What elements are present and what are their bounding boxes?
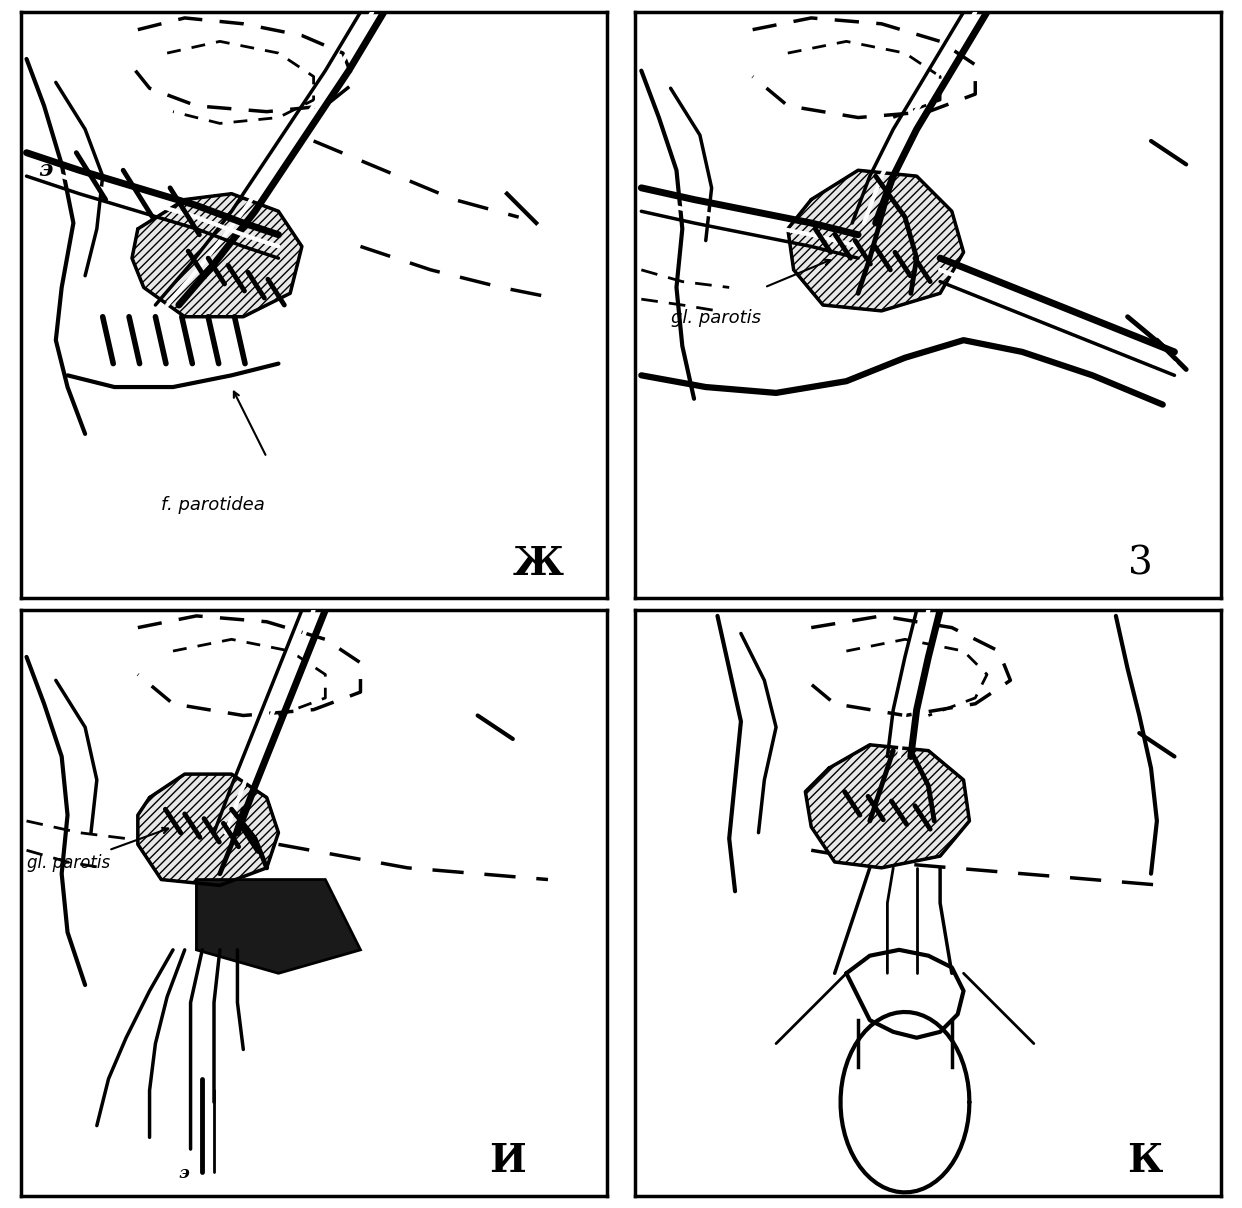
Text: 3: 3	[1128, 546, 1153, 582]
Text: f. parotidea: f. parotidea	[161, 496, 265, 515]
Text: gl. parotis: gl. parotis	[26, 854, 109, 872]
Text: э: э	[39, 159, 52, 181]
Text: И: И	[489, 1143, 527, 1180]
Text: Ж: Ж	[513, 545, 564, 582]
Polygon shape	[196, 879, 360, 974]
Text: э: э	[179, 1166, 190, 1183]
Polygon shape	[805, 745, 970, 867]
Polygon shape	[138, 774, 278, 885]
Text: К: К	[1128, 1143, 1163, 1180]
Polygon shape	[787, 170, 964, 310]
Polygon shape	[132, 193, 302, 316]
Text: gl. parotis: gl. parotis	[671, 308, 760, 326]
